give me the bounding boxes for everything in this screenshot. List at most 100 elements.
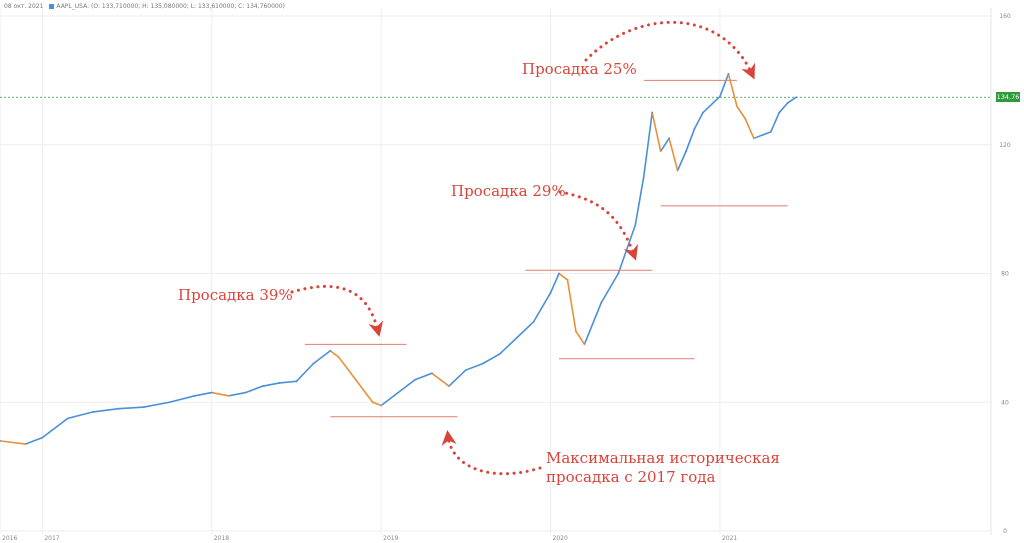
annotation-max-drawdown: Максимальная историческая просадка с 201…	[546, 449, 780, 487]
series-segment	[676, 150, 687, 172]
series-point	[778, 111, 781, 114]
drawdown-levels	[304, 79, 788, 418]
series-point	[397, 391, 399, 394]
series-point	[354, 378, 357, 381]
series-point	[227, 394, 230, 397]
series-segment	[744, 118, 755, 140]
series-point	[515, 336, 518, 339]
series-point	[464, 369, 467, 371]
legend-date: 08 окт. 2021	[4, 3, 44, 10]
x-tick-label: 2017	[44, 535, 59, 542]
series-segment	[380, 391, 399, 407]
series-segment	[278, 380, 298, 384]
series-point	[676, 169, 679, 172]
series-segment	[566, 279, 577, 333]
series-segment	[583, 301, 603, 346]
series-segment	[143, 401, 171, 408]
series-segment	[338, 356, 357, 381]
y-tick-label: 120	[999, 142, 1011, 149]
series-segment	[719, 73, 730, 98]
series-segment	[651, 111, 662, 152]
series-segment	[66, 411, 94, 420]
series-point	[583, 343, 586, 346]
x-tick-label: 2021	[722, 535, 737, 542]
series-segment	[295, 362, 315, 383]
series-segment	[685, 127, 696, 152]
series-point	[744, 118, 747, 120]
series-segment	[558, 272, 569, 281]
series-point	[337, 356, 340, 359]
x-tick-label: 2020	[553, 535, 568, 542]
series-segment	[642, 111, 653, 178]
price-series	[0, 73, 798, 445]
series-segment	[227, 391, 247, 397]
series-point	[41, 436, 44, 439]
series-point	[261, 385, 264, 388]
last-price-tag: 134,76	[996, 92, 1020, 102]
series-segment	[736, 105, 747, 120]
series-segment	[414, 372, 433, 381]
series-point	[66, 417, 69, 420]
series-segment	[693, 111, 704, 130]
series-segment	[24, 436, 44, 445]
chart-legend: 08 окт. 2021 AAPL_USA: (O: 133,710000; H:…	[4, 3, 285, 10]
series-segment	[668, 137, 679, 172]
series-segment	[261, 382, 281, 387]
series-point	[143, 406, 145, 408]
series-segment	[600, 272, 620, 304]
series-point	[532, 320, 535, 323]
x-tick-label: 2019	[383, 535, 398, 542]
series-segment	[312, 349, 332, 365]
series-segment	[498, 337, 518, 355]
series-point	[312, 362, 315, 365]
series-segment	[92, 407, 120, 413]
series-point	[168, 401, 171, 404]
series-point	[727, 73, 730, 75]
series-segment	[753, 131, 772, 140]
y-tick-label: 160	[999, 13, 1011, 20]
series-point	[685, 150, 687, 153]
series-segment	[117, 406, 145, 410]
annotation-dd29: Просадка 29%	[451, 182, 566, 200]
series-point	[575, 330, 577, 333]
series-point	[431, 372, 433, 375]
series-point	[786, 102, 789, 104]
series-point	[600, 301, 603, 304]
series-swatch	[49, 4, 55, 9]
series-segment	[168, 395, 196, 404]
series-point	[566, 279, 569, 281]
series-segment	[465, 362, 484, 371]
series-segment	[702, 95, 721, 114]
series-point	[448, 385, 450, 388]
series-point	[210, 391, 213, 394]
series-point	[795, 96, 798, 99]
x-tick-label: 2018	[214, 535, 229, 542]
series-point	[92, 411, 95, 413]
series-point	[414, 378, 416, 381]
series-segment	[549, 272, 560, 294]
series-segment	[41, 417, 69, 439]
x-tick-label: 2016	[2, 535, 17, 542]
series-point	[719, 95, 721, 98]
annotation-max-line1: Максимальная историческая	[546, 449, 780, 467]
series-point	[549, 291, 552, 294]
series-segment	[634, 176, 645, 227]
series-segment	[659, 137, 670, 152]
series-point	[498, 353, 501, 355]
y-tick-label: 40	[1001, 399, 1009, 406]
series-point	[617, 272, 620, 275]
series-segment	[397, 378, 416, 394]
series-segment	[329, 349, 340, 358]
series-segment	[786, 96, 797, 104]
series-point	[380, 404, 383, 407]
series-point	[693, 127, 696, 130]
series-segment	[532, 292, 552, 323]
series-point	[558, 272, 560, 275]
series-segment	[431, 372, 450, 387]
series-point	[752, 137, 755, 140]
series-point	[702, 111, 704, 114]
series-point	[634, 224, 637, 227]
arrow-dd25	[584, 20, 756, 80]
series-segment	[210, 391, 230, 397]
